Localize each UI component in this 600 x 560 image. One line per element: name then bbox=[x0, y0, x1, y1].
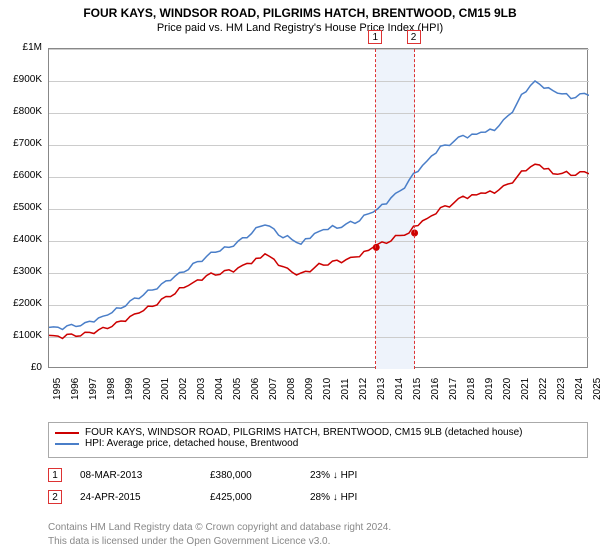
transaction-marker-label: 2 bbox=[407, 30, 421, 44]
legend-swatch bbox=[55, 443, 79, 445]
transaction-date: 24-APR-2015 bbox=[80, 492, 210, 503]
x-tick-label: 2007 bbox=[268, 378, 279, 400]
x-tick-label: 2016 bbox=[430, 378, 441, 400]
x-tick-label: 2009 bbox=[304, 378, 315, 400]
transaction-date: 08-MAR-2013 bbox=[80, 470, 210, 481]
x-tick-label: 2006 bbox=[250, 378, 261, 400]
series-prop bbox=[49, 164, 589, 338]
x-tick-label: 2010 bbox=[322, 378, 333, 400]
chart-subtitle: Price paid vs. HM Land Registry's House … bbox=[0, 20, 600, 34]
chart-plot-area bbox=[48, 48, 588, 368]
footer-line-2: This data is licensed under the Open Gov… bbox=[48, 536, 330, 547]
y-tick-label: £100K bbox=[0, 330, 42, 341]
legend-label: FOUR KAYS, WINDSOR ROAD, PILGRIMS HATCH,… bbox=[85, 427, 523, 438]
x-tick-label: 1996 bbox=[70, 378, 81, 400]
transaction-marker-line bbox=[414, 49, 415, 369]
x-tick-label: 1997 bbox=[88, 378, 99, 400]
chart-svg bbox=[49, 49, 589, 369]
x-tick-label: 2001 bbox=[160, 378, 171, 400]
transaction-row: 1 08-MAR-2013£380,00023% ↓ HPI bbox=[48, 468, 430, 482]
x-tick-label: 2013 bbox=[376, 378, 387, 400]
transaction-diff: 28% ↓ HPI bbox=[310, 492, 430, 503]
x-tick-label: 2020 bbox=[502, 378, 513, 400]
transaction-diff: 23% ↓ HPI bbox=[310, 470, 430, 481]
chart-container: FOUR KAYS, WINDSOR ROAD, PILGRIMS HATCH,… bbox=[0, 0, 600, 560]
y-tick-label: £500K bbox=[0, 202, 42, 213]
series-hpi bbox=[49, 81, 589, 330]
x-tick-label: 1998 bbox=[106, 378, 117, 400]
x-tick-label: 2005 bbox=[232, 378, 243, 400]
x-tick-label: 2011 bbox=[340, 378, 351, 400]
x-tick-label: 2019 bbox=[484, 378, 495, 400]
x-tick-label: 2017 bbox=[448, 378, 459, 400]
y-tick-label: £200K bbox=[0, 298, 42, 309]
x-tick-label: 2022 bbox=[538, 378, 549, 400]
x-tick-label: 2018 bbox=[466, 378, 477, 400]
x-tick-label: 2021 bbox=[520, 378, 531, 400]
x-tick-label: 2023 bbox=[556, 378, 567, 400]
y-tick-label: £900K bbox=[0, 74, 42, 85]
transaction-price: £425,000 bbox=[210, 492, 310, 503]
x-tick-label: 2004 bbox=[214, 378, 225, 400]
y-tick-label: £700K bbox=[0, 138, 42, 149]
y-tick-label: £600K bbox=[0, 170, 42, 181]
x-tick-label: 1995 bbox=[52, 378, 63, 400]
transaction-marker-line bbox=[375, 49, 376, 369]
legend-row: HPI: Average price, detached house, Bren… bbox=[55, 438, 581, 449]
transaction-index: 1 bbox=[48, 468, 62, 482]
x-tick-label: 1999 bbox=[124, 378, 135, 400]
x-tick-label: 2015 bbox=[412, 378, 423, 400]
transaction-point bbox=[411, 230, 418, 237]
x-tick-label: 2003 bbox=[196, 378, 207, 400]
y-tick-label: £400K bbox=[0, 234, 42, 245]
x-tick-label: 2000 bbox=[142, 378, 153, 400]
x-tick-label: 2014 bbox=[394, 378, 405, 400]
x-tick-label: 2012 bbox=[358, 378, 369, 400]
x-tick-label: 2025 bbox=[592, 378, 600, 400]
transaction-price: £380,000 bbox=[210, 470, 310, 481]
x-tick-label: 2024 bbox=[574, 378, 585, 400]
legend-swatch bbox=[55, 432, 79, 434]
x-tick-label: 2008 bbox=[286, 378, 297, 400]
y-tick-label: £1M bbox=[0, 42, 42, 53]
y-tick-label: £800K bbox=[0, 106, 42, 117]
transaction-index: 2 bbox=[48, 490, 62, 504]
x-tick-label: 2002 bbox=[178, 378, 189, 400]
y-tick-label: £0 bbox=[0, 362, 42, 373]
transaction-marker-label: 1 bbox=[368, 30, 382, 44]
footer-line-1: Contains HM Land Registry data © Crown c… bbox=[48, 522, 391, 533]
transaction-row: 2 24-APR-2015£425,00028% ↓ HPI bbox=[48, 490, 430, 504]
legend: FOUR KAYS, WINDSOR ROAD, PILGRIMS HATCH,… bbox=[48, 422, 588, 458]
chart-title: FOUR KAYS, WINDSOR ROAD, PILGRIMS HATCH,… bbox=[0, 0, 600, 20]
legend-label: HPI: Average price, detached house, Bren… bbox=[85, 438, 298, 449]
legend-row: FOUR KAYS, WINDSOR ROAD, PILGRIMS HATCH,… bbox=[55, 427, 581, 438]
y-tick-label: £300K bbox=[0, 266, 42, 277]
